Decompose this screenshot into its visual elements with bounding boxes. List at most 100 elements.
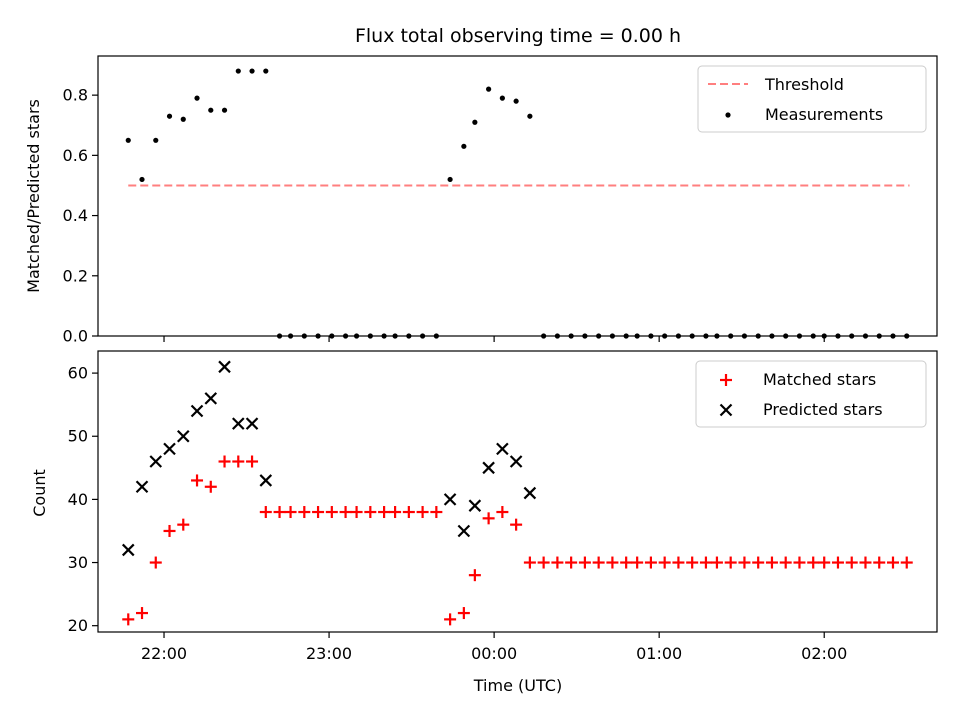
matched-star-point: [430, 506, 443, 519]
chart-title: Flux total observing time = 0.00 h: [355, 25, 681, 47]
matched-star-point: [752, 556, 765, 569]
matched-star-point: [163, 524, 176, 537]
bottom-y-tick: 50: [68, 427, 98, 446]
matched-star-point: [818, 556, 831, 569]
measurement-point: [513, 98, 519, 104]
top-y-tick: 0.0: [63, 327, 98, 346]
bottom-plot-marks: [121, 360, 913, 626]
matched-star-point: [122, 613, 135, 626]
matched-star-point: [378, 506, 391, 519]
matched-star-point: [686, 556, 699, 569]
bottom-x-tick-label: 02:00: [801, 644, 847, 663]
matched-star-point: [177, 518, 190, 531]
bottom-x-tick-label: 01:00: [636, 644, 682, 663]
bottom-x-tick: 02:00: [801, 632, 847, 663]
matched-star-point: [807, 556, 820, 569]
measurement-point: [499, 95, 505, 101]
predicted-star-point: [232, 417, 245, 430]
matched-star-point: [620, 556, 633, 569]
predicted-star-point: [482, 461, 495, 475]
measurement-point: [447, 176, 453, 183]
measurement-point: [527, 113, 533, 119]
top-y-tick: 0.8: [63, 86, 98, 105]
predicted-star-point: [121, 543, 135, 557]
top-y-ticks: 0.0 0.2 0.4 0.6 0.8: [63, 86, 98, 346]
bottom-x-tick-label: 00:00: [471, 644, 517, 663]
measurement-point: [221, 107, 228, 113]
measurement-point: [461, 143, 467, 149]
legend-predicted-swatch: [719, 403, 733, 417]
top-y-tick-label: 0.4: [63, 206, 88, 225]
matched-star-point: [312, 506, 325, 519]
bottom-axes: 20 30 40 50 60 22:00 23:00 00:00 01:00 02:00 Cou…: [30, 350, 938, 695]
matched-star-point: [779, 556, 792, 569]
legend-threshold-label: Threshold: [764, 75, 844, 94]
top-x-ticks: [163, 336, 825, 342]
bottom-y-tick-label: 60: [68, 364, 88, 383]
measurement-point: [472, 119, 478, 125]
matched-star-point: [468, 569, 481, 582]
predicted-star-point: [149, 455, 163, 468]
predicted-star-point: [163, 442, 176, 456]
matched-star-point: [232, 455, 245, 468]
bottom-x-tick-label: 23:00: [306, 644, 352, 663]
bottom-y-tick-label: 50: [68, 427, 88, 446]
matched-star-point: [457, 607, 470, 620]
matched-star-point: [191, 474, 204, 487]
matched-star-point: [724, 556, 737, 569]
measurement-point: [194, 95, 200, 101]
matched-star-point: [204, 480, 217, 493]
matched-star-point: [218, 455, 231, 468]
predicted-star-point: [245, 417, 259, 430]
measurement-point: [235, 68, 241, 74]
matched-star-point: [710, 556, 723, 569]
matched-star-point: [350, 506, 363, 519]
bottom-x-tick: 00:00: [471, 632, 517, 663]
predicted-star-point: [468, 499, 482, 512]
top-y-tick-label: 0.8: [63, 86, 88, 105]
predicted-star-point: [496, 442, 509, 456]
predicted-star-point: [135, 480, 149, 494]
top-y-axis-label: Matched/Predicted stars: [24, 99, 43, 293]
bottom-axes-frame: [97, 350, 938, 633]
matched-star-point: [592, 556, 605, 569]
measurement-point: [263, 68, 269, 74]
x-axis-label: Time (UTC): [473, 676, 562, 695]
matched-star-point: [831, 556, 844, 569]
top-y-tick: 0.2: [63, 266, 98, 285]
top-y-tick-label: 0.2: [63, 266, 88, 285]
predicted-star-point: [457, 524, 471, 538]
matched-star-point: [565, 556, 578, 569]
matched-star-point: [510, 518, 523, 531]
legend-predicted-label: Predicted stars: [763, 400, 883, 419]
predicted-star-point: [218, 360, 231, 374]
bottom-y-ticks: 20 30 40 50 60: [68, 364, 98, 635]
bottom-y-tick: 40: [68, 490, 98, 509]
top-y-tick-label: 0.6: [63, 146, 88, 165]
bottom-x-tick: 22:00: [141, 632, 187, 663]
matched-star-point: [537, 556, 550, 569]
matched-star-point: [149, 556, 162, 569]
matched-star-point: [298, 506, 311, 519]
matched-star-point: [738, 556, 751, 569]
matched-star-point: [325, 506, 338, 519]
matched-star-point: [765, 556, 778, 569]
measurement-point: [153, 137, 159, 143]
measurement-point: [166, 113, 173, 119]
matched-star-point: [284, 506, 297, 519]
matched-star-point: [900, 556, 913, 569]
top-legend: Threshold Measurements: [697, 65, 927, 133]
matched-star-point: [482, 512, 495, 525]
matched-star-point: [845, 556, 858, 569]
matched-star-point: [631, 556, 644, 569]
matched-star-point: [402, 506, 415, 519]
bottom-y-tick-label: 40: [68, 490, 88, 509]
top-y-tick: 0.4: [63, 206, 98, 225]
bottom-legend: Matched stars Predicted stars: [695, 360, 927, 428]
bottom-y-tick: 30: [68, 553, 98, 572]
matched-star-point: [389, 506, 402, 519]
measurement-point: [139, 176, 145, 183]
matched-star-point: [699, 556, 712, 569]
top-legend-box: [697, 65, 927, 133]
matched-star-point: [551, 556, 564, 569]
